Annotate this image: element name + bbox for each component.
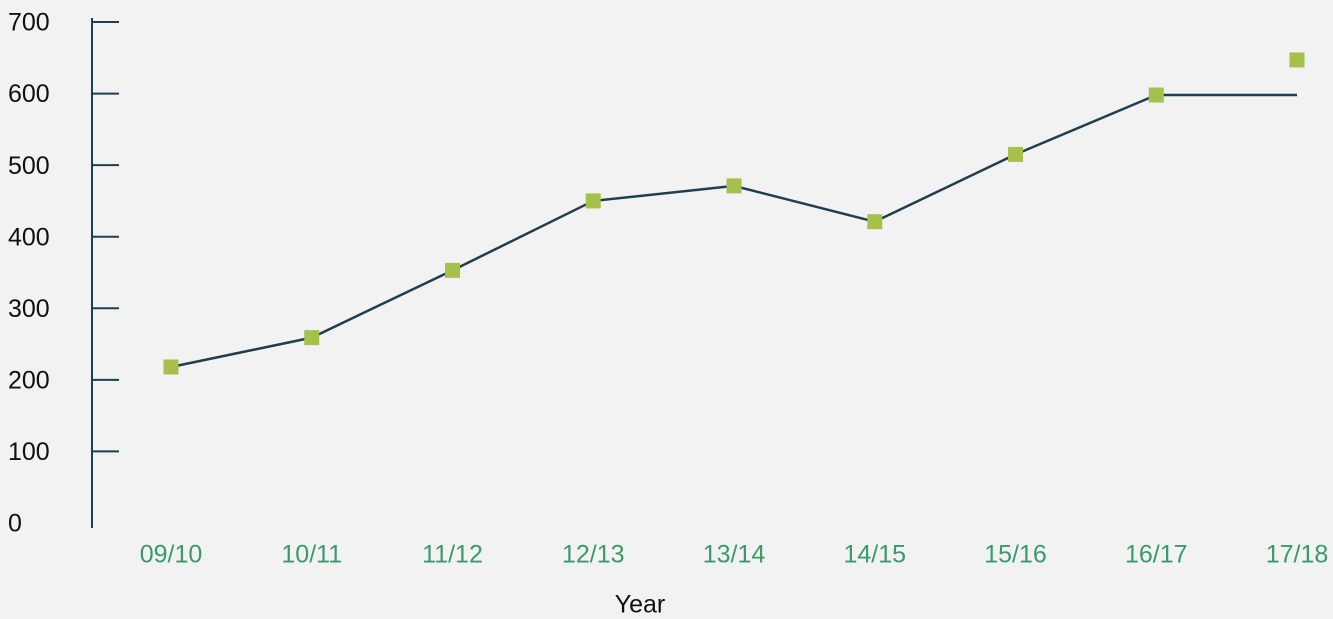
- marker: [445, 262, 460, 278]
- marker: [1148, 87, 1164, 103]
- x-tick-label: 11/12: [422, 541, 483, 569]
- y-tick-label: 400: [8, 223, 50, 251]
- x-tick-label: 15/16: [984, 541, 1047, 569]
- x-tick-label: 09/10: [140, 541, 203, 569]
- y-tick-label: 700: [8, 9, 50, 37]
- y-tick-label: 500: [8, 152, 50, 180]
- x-axis-label: Year: [615, 591, 666, 619]
- x-tick-label: 10/11: [281, 541, 342, 569]
- y-tick-label: 200: [8, 366, 50, 394]
- marker: [867, 214, 883, 230]
- y-tick-label: 100: [8, 438, 50, 466]
- line: [170, 93, 1297, 369]
- x-tick-label: 16/17: [1125, 541, 1188, 569]
- marker: [585, 193, 601, 209]
- x-tick-label: 12/13: [562, 541, 625, 569]
- x-tick-label: 17/18: [1266, 541, 1329, 569]
- marker: [304, 330, 320, 346]
- x-tick-label: 14/15: [843, 541, 906, 569]
- marker: [1289, 52, 1305, 68]
- y-tick-label: 600: [8, 80, 50, 108]
- y-tick-label: 0: [8, 510, 22, 538]
- marker: [1008, 146, 1023, 162]
- marker: [163, 359, 179, 375]
- marker: [726, 178, 742, 194]
- x-tick-label: 13/14: [703, 541, 766, 569]
- y-tick-label: 300: [8, 295, 50, 323]
